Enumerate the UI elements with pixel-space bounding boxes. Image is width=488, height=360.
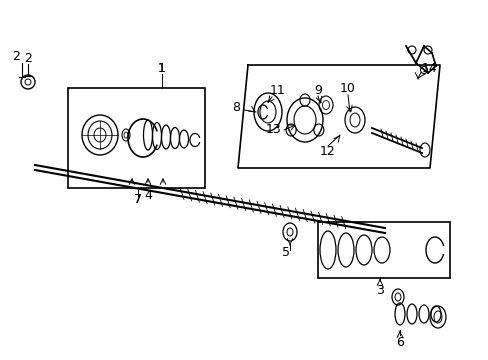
- Text: 8: 8: [231, 102, 240, 114]
- Text: 10: 10: [339, 81, 355, 94]
- Text: 1: 1: [158, 62, 165, 75]
- Text: 5: 5: [282, 246, 289, 258]
- Text: 2: 2: [24, 51, 32, 64]
- Text: 3: 3: [375, 284, 383, 297]
- Bar: [317, 222, 449, 278]
- Text: 11: 11: [269, 84, 285, 96]
- Text: 1: 1: [158, 62, 165, 75]
- Text: 12: 12: [320, 145, 335, 158]
- Text: 7: 7: [134, 193, 142, 207]
- Bar: [68, 88, 204, 188]
- Text: 4: 4: [144, 189, 152, 202]
- Text: 9: 9: [313, 84, 321, 96]
- Text: 7: 7: [134, 193, 142, 207]
- Text: 6: 6: [395, 336, 403, 348]
- Text: 13: 13: [265, 123, 281, 136]
- Text: 2: 2: [12, 49, 20, 63]
- Text: 14: 14: [421, 62, 437, 75]
